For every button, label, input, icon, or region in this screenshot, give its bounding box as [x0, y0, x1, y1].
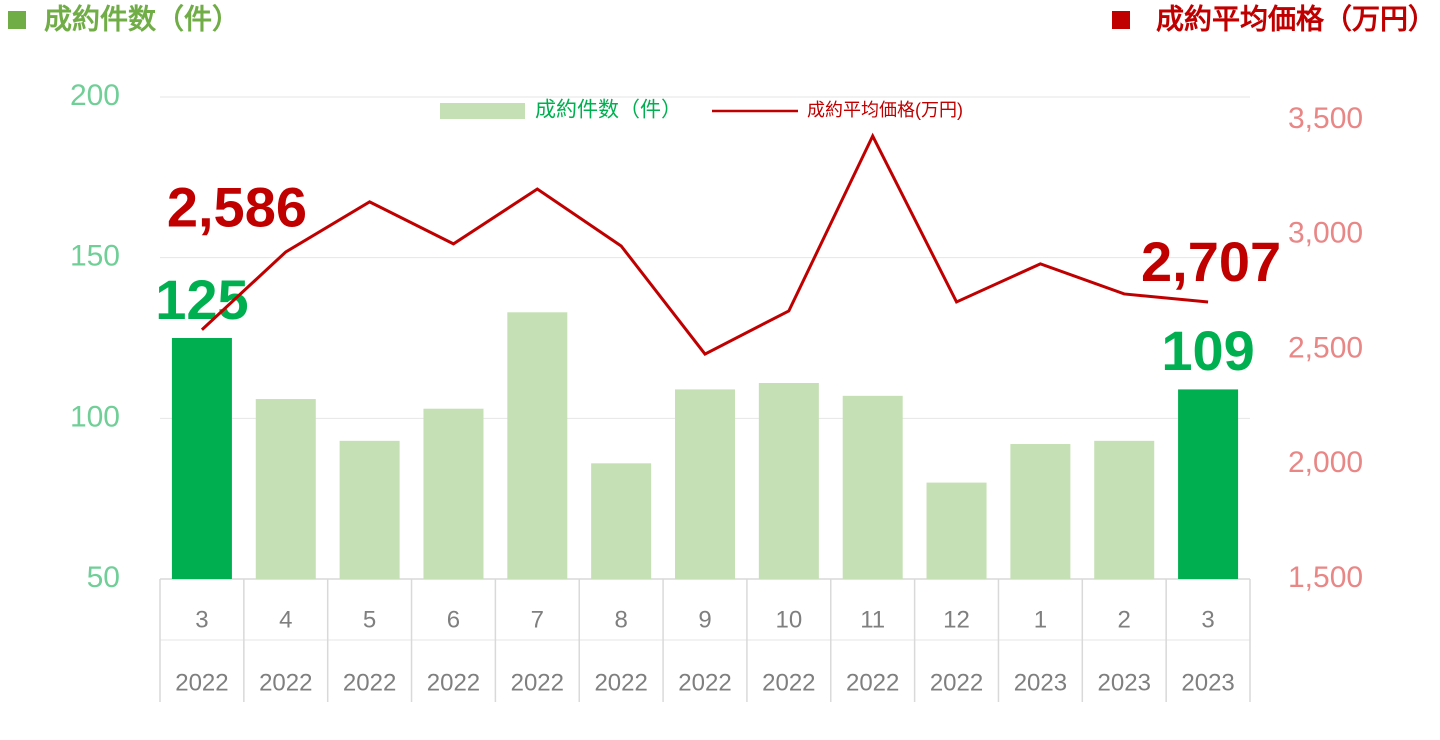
bar	[591, 463, 652, 579]
header-marker	[8, 11, 26, 29]
left-header: 成約件数（件）	[44, 2, 240, 34]
x-year-label: 2022	[175, 669, 228, 696]
y-tick-label: 150	[70, 240, 120, 273]
x-tick-label: 5	[363, 606, 376, 633]
x-tick-label: 7	[531, 606, 544, 633]
x-tick-label: 12	[943, 606, 970, 633]
bar	[1094, 440, 1155, 579]
bar	[1178, 389, 1239, 579]
x-year-label: 2022	[343, 669, 396, 696]
bar	[339, 440, 400, 579]
x-year-label: 2022	[594, 669, 647, 696]
x-tick-label: 10	[775, 606, 802, 633]
y2-tick-label: 2,500	[1288, 331, 1363, 364]
x-tick-label: 6	[447, 606, 460, 633]
y2-tick-label: 1,500	[1288, 561, 1363, 594]
x-year-label: 2022	[511, 669, 564, 696]
x-year-label: 2023	[1098, 669, 1151, 696]
y2-tick-label: 3,000	[1288, 217, 1363, 250]
bar	[758, 382, 819, 579]
bar	[423, 408, 484, 579]
legend-swatch	[440, 103, 525, 119]
x-tick-label: 3	[195, 606, 208, 633]
bar	[255, 399, 316, 579]
y-tick-label: 50	[87, 561, 120, 594]
x-tick-label: 8	[614, 606, 627, 633]
x-tick-label: 9	[698, 606, 711, 633]
line	[200, 132, 1209, 356]
bar	[171, 338, 232, 579]
x-year-label: 2022	[678, 669, 731, 696]
x-tick-label: 3	[1201, 606, 1214, 633]
x-year-label: 2023	[1014, 669, 1067, 696]
x-year-label: 2022	[762, 669, 815, 696]
x-year-label: 2023	[1181, 669, 1234, 696]
y2-tick-label: 3,500	[1288, 102, 1363, 135]
y-tick-label: 200	[70, 79, 120, 112]
right-header: 成約平均価格（万円）	[1156, 2, 1436, 34]
x-year-label: 2022	[930, 669, 983, 696]
x-year-label: 2022	[846, 669, 899, 696]
y2-tick-label: 2,000	[1288, 446, 1363, 479]
bar	[507, 312, 568, 579]
bar	[675, 389, 735, 579]
x-year-label: 2022	[427, 669, 480, 696]
bar	[926, 482, 987, 579]
y-tick-label: 100	[70, 400, 120, 433]
x-tick-label: 1	[1034, 606, 1047, 633]
x-year-label: 2022	[259, 669, 312, 696]
header-marker	[1112, 11, 1130, 29]
line-value-label: 2,586	[167, 176, 307, 239]
bar	[842, 395, 903, 579]
x-tick-label: 2	[1118, 606, 1131, 633]
legend-label: 成約件数（件）	[535, 99, 682, 122]
line-value-label: 2,707	[1141, 230, 1281, 293]
bar	[1010, 444, 1071, 579]
legend-label: 成約平均価格(万円)	[807, 100, 963, 120]
bar-value-label: 109	[1161, 319, 1254, 382]
x-tick-label: 11	[860, 606, 885, 633]
x-tick-label: 4	[279, 606, 292, 633]
